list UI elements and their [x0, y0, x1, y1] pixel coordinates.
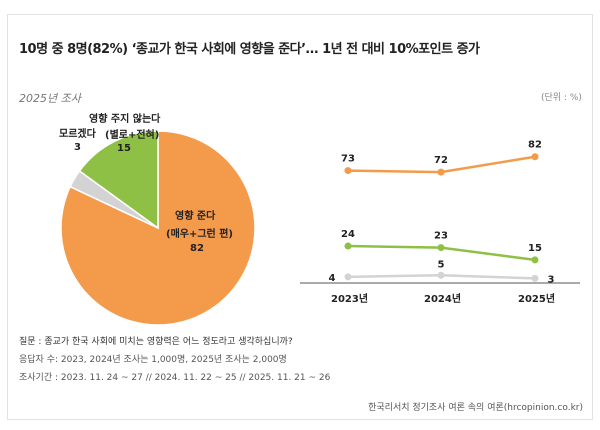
data-label: 15 — [528, 243, 542, 254]
data-label: 72 — [434, 155, 448, 166]
pie-label-noinfluence: 영향 주지 않는다 — [89, 114, 161, 125]
data-label: 23 — [434, 231, 448, 242]
data-point — [531, 256, 539, 264]
pie-label-influence: 영향 준다 — [175, 211, 216, 222]
pie-sublabel-influence: (매우+그런 편) — [166, 229, 234, 240]
data-point — [437, 244, 445, 252]
data-point — [437, 168, 445, 176]
data-label: 5 — [438, 259, 445, 270]
pie-value-influence: 82 — [190, 243, 204, 254]
pie-value-noinfluence: 15 — [117, 143, 131, 154]
pie-slice-2 — [78, 130, 159, 230]
data-label: 24 — [341, 229, 355, 240]
note-question: 질문 : 종교가 한국 사회에 미치는 영향력은 어느 정도라고 생각하십니까? — [19, 337, 293, 347]
note-respondents: 응답자 수: 2023, 2024년 조사는 1,000명, 2025년 조사는… — [19, 355, 287, 365]
x-tick-2023: 2023년 — [331, 294, 369, 305]
data-point — [344, 273, 352, 281]
data-point — [437, 271, 445, 279]
data-label: 3 — [548, 274, 555, 285]
data-point — [531, 274, 539, 282]
source: 한국리서치 정기조사 여론 속의 여론(hrcopinion.co.kr) — [368, 403, 583, 413]
data-point — [344, 167, 352, 175]
pie-label-dontknow: 모르겠다 — [59, 129, 96, 140]
chart-title: 10명 중 8명(82%) ‘종교가 한국 사회에 영향을 준다’… 1년 전 … — [19, 42, 480, 57]
data-label: 73 — [341, 154, 355, 165]
pie-subtitle: 2025년 조사 — [19, 92, 81, 105]
data-label: 4 — [329, 273, 336, 284]
unit-label: (단위 : %) — [541, 93, 582, 103]
x-tick-2024: 2024년 — [424, 294, 462, 305]
data-label: 82 — [528, 140, 542, 151]
data-point — [531, 153, 539, 161]
pie-sublabel-noinfluence: (별로+전혀) — [105, 130, 160, 141]
note-period: 조사기간 : 2023. 11. 24 ~ 27 // 2024. 11. 22… — [19, 373, 331, 383]
x-tick-2025: 2025년 — [518, 294, 556, 305]
data-point — [344, 242, 352, 250]
pie-value-dontknow: 3 — [74, 142, 81, 153]
